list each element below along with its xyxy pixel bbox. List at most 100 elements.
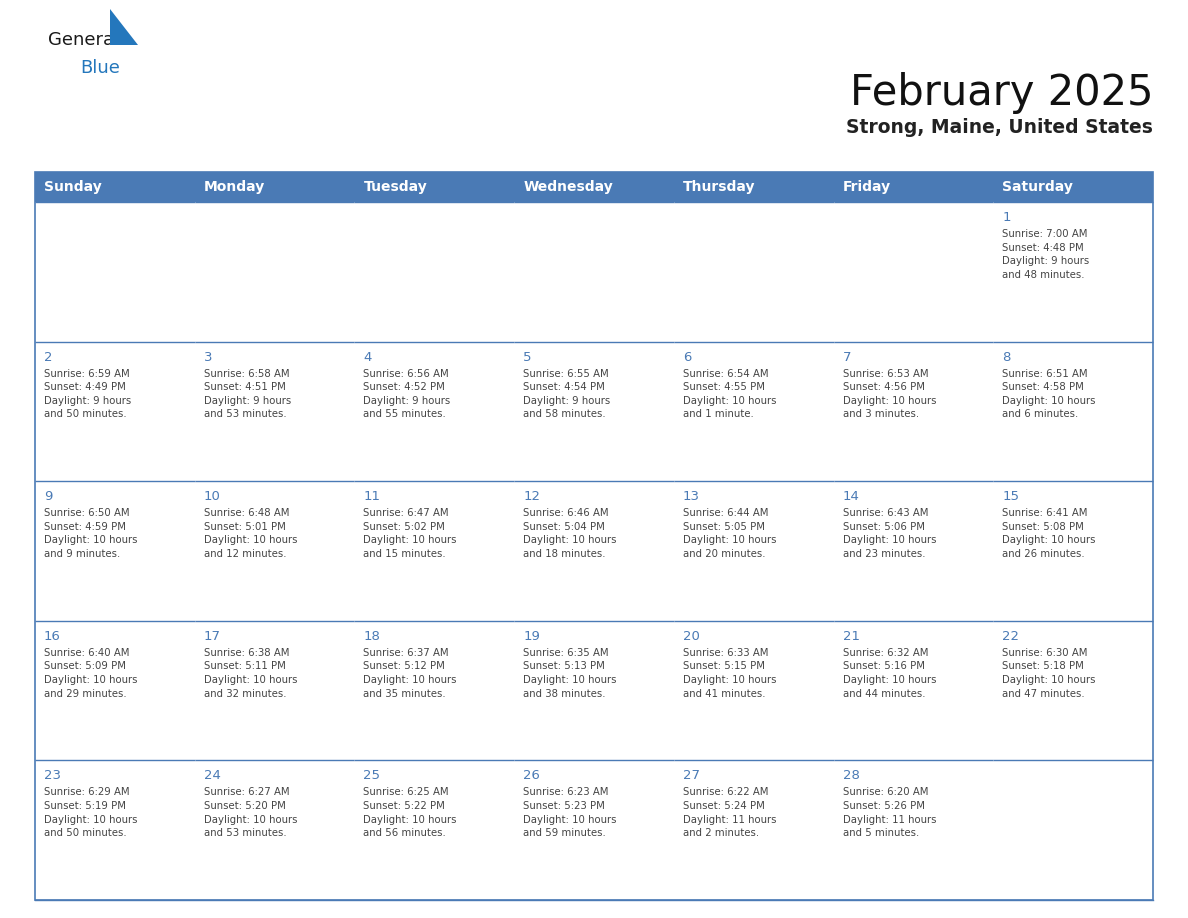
Bar [674,341,834,481]
Text: 6: 6 [683,351,691,364]
Text: Monday: Monday [203,180,265,194]
Text: 8: 8 [1003,351,1011,364]
Text: 23: 23 [44,769,61,782]
Text: Sunrise: 6:32 AM
Sunset: 5:16 PM
Daylight: 10 hours
and 44 minutes.: Sunrise: 6:32 AM Sunset: 5:16 PM Dayligh… [842,648,936,699]
Bar [354,172,514,202]
Text: 3: 3 [203,351,213,364]
Text: Sunrise: 6:41 AM
Sunset: 5:08 PM
Daylight: 10 hours
and 26 minutes.: Sunrise: 6:41 AM Sunset: 5:08 PM Dayligh… [1003,509,1095,559]
Bar [34,621,195,760]
Bar [195,481,354,621]
Text: Sunrise: 6:44 AM
Sunset: 5:05 PM
Daylight: 10 hours
and 20 minutes.: Sunrise: 6:44 AM Sunset: 5:05 PM Dayligh… [683,509,776,559]
Bar [674,621,834,760]
Text: 15: 15 [1003,490,1019,503]
Text: Sunrise: 6:37 AM
Sunset: 5:12 PM
Daylight: 10 hours
and 35 minutes.: Sunrise: 6:37 AM Sunset: 5:12 PM Dayligh… [364,648,457,699]
Text: Sunrise: 6:33 AM
Sunset: 5:15 PM
Daylight: 10 hours
and 41 minutes.: Sunrise: 6:33 AM Sunset: 5:15 PM Dayligh… [683,648,776,699]
Bar [514,760,674,900]
Bar [354,760,514,900]
Bar [993,341,1154,481]
Text: 20: 20 [683,630,700,643]
Bar [674,202,834,341]
Text: Sunrise: 6:53 AM
Sunset: 4:56 PM
Daylight: 10 hours
and 3 minutes.: Sunrise: 6:53 AM Sunset: 4:56 PM Dayligh… [842,369,936,420]
Text: Tuesday: Tuesday [364,180,428,194]
Text: 27: 27 [683,769,700,782]
Text: 14: 14 [842,490,859,503]
Text: Sunrise: 6:22 AM
Sunset: 5:24 PM
Daylight: 11 hours
and 2 minutes.: Sunrise: 6:22 AM Sunset: 5:24 PM Dayligh… [683,788,776,838]
Text: Sunrise: 6:35 AM
Sunset: 5:13 PM
Daylight: 10 hours
and 38 minutes.: Sunrise: 6:35 AM Sunset: 5:13 PM Dayligh… [523,648,617,699]
Text: Wednesday: Wednesday [523,180,613,194]
Bar [993,172,1154,202]
Bar [34,202,195,341]
Bar [834,621,993,760]
Text: 22: 22 [1003,630,1019,643]
Bar [514,172,674,202]
Text: 19: 19 [523,630,541,643]
Text: Sunrise: 6:43 AM
Sunset: 5:06 PM
Daylight: 10 hours
and 23 minutes.: Sunrise: 6:43 AM Sunset: 5:06 PM Dayligh… [842,509,936,559]
Text: Sunrise: 6:48 AM
Sunset: 5:01 PM
Daylight: 10 hours
and 12 minutes.: Sunrise: 6:48 AM Sunset: 5:01 PM Dayligh… [203,509,297,559]
Text: Sunrise: 6:30 AM
Sunset: 5:18 PM
Daylight: 10 hours
and 47 minutes.: Sunrise: 6:30 AM Sunset: 5:18 PM Dayligh… [1003,648,1095,699]
Text: Sunrise: 6:50 AM
Sunset: 4:59 PM
Daylight: 10 hours
and 9 minutes.: Sunrise: 6:50 AM Sunset: 4:59 PM Dayligh… [44,509,138,559]
Bar [834,341,993,481]
Bar [834,172,993,202]
Bar [354,341,514,481]
Bar [514,621,674,760]
Text: 26: 26 [523,769,541,782]
Text: Sunrise: 6:23 AM
Sunset: 5:23 PM
Daylight: 10 hours
and 59 minutes.: Sunrise: 6:23 AM Sunset: 5:23 PM Dayligh… [523,788,617,838]
Text: 10: 10 [203,490,221,503]
Text: 7: 7 [842,351,851,364]
Bar [834,202,993,341]
Bar [674,760,834,900]
Bar [195,621,354,760]
Text: 13: 13 [683,490,700,503]
Polygon shape [110,9,138,45]
Text: Saturday: Saturday [1003,180,1073,194]
Bar [834,481,993,621]
Text: 12: 12 [523,490,541,503]
Text: Strong, Maine, United States: Strong, Maine, United States [846,118,1154,137]
Bar [514,341,674,481]
Text: 17: 17 [203,630,221,643]
Bar [34,481,195,621]
Bar [674,481,834,621]
Text: Sunrise: 6:25 AM
Sunset: 5:22 PM
Daylight: 10 hours
and 56 minutes.: Sunrise: 6:25 AM Sunset: 5:22 PM Dayligh… [364,788,457,838]
Text: 24: 24 [203,769,221,782]
Text: Sunrise: 6:20 AM
Sunset: 5:26 PM
Daylight: 11 hours
and 5 minutes.: Sunrise: 6:20 AM Sunset: 5:26 PM Dayligh… [842,788,936,838]
Text: 4: 4 [364,351,372,364]
Text: Sunrise: 6:54 AM
Sunset: 4:55 PM
Daylight: 10 hours
and 1 minute.: Sunrise: 6:54 AM Sunset: 4:55 PM Dayligh… [683,369,776,420]
Bar [834,760,993,900]
Text: Sunrise: 6:58 AM
Sunset: 4:51 PM
Daylight: 9 hours
and 53 minutes.: Sunrise: 6:58 AM Sunset: 4:51 PM Dayligh… [203,369,291,420]
Text: Sunrise: 6:29 AM
Sunset: 5:19 PM
Daylight: 10 hours
and 50 minutes.: Sunrise: 6:29 AM Sunset: 5:19 PM Dayligh… [44,788,138,838]
Bar [34,172,1154,900]
Text: 16: 16 [44,630,61,643]
Text: Sunrise: 7:00 AM
Sunset: 4:48 PM
Daylight: 9 hours
and 48 minutes.: Sunrise: 7:00 AM Sunset: 4:48 PM Dayligh… [1003,229,1089,280]
Text: 11: 11 [364,490,380,503]
Bar [34,341,195,481]
Text: 1: 1 [1003,211,1011,224]
Text: 5: 5 [523,351,532,364]
Text: Blue: Blue [80,59,120,77]
Text: Sunrise: 6:38 AM
Sunset: 5:11 PM
Daylight: 10 hours
and 32 minutes.: Sunrise: 6:38 AM Sunset: 5:11 PM Dayligh… [203,648,297,699]
Bar [514,481,674,621]
Text: Sunrise: 6:40 AM
Sunset: 5:09 PM
Daylight: 10 hours
and 29 minutes.: Sunrise: 6:40 AM Sunset: 5:09 PM Dayligh… [44,648,138,699]
Bar [195,172,354,202]
Text: Sunrise: 6:47 AM
Sunset: 5:02 PM
Daylight: 10 hours
and 15 minutes.: Sunrise: 6:47 AM Sunset: 5:02 PM Dayligh… [364,509,457,559]
Text: Sunrise: 6:27 AM
Sunset: 5:20 PM
Daylight: 10 hours
and 53 minutes.: Sunrise: 6:27 AM Sunset: 5:20 PM Dayligh… [203,788,297,838]
Bar [34,172,195,202]
Text: Thursday: Thursday [683,180,756,194]
Text: Sunrise: 6:56 AM
Sunset: 4:52 PM
Daylight: 9 hours
and 55 minutes.: Sunrise: 6:56 AM Sunset: 4:52 PM Dayligh… [364,369,450,420]
Text: 21: 21 [842,630,860,643]
Text: Friday: Friday [842,180,891,194]
Bar [195,202,354,341]
Text: 25: 25 [364,769,380,782]
Bar [993,621,1154,760]
Bar [354,621,514,760]
Text: 28: 28 [842,769,859,782]
Bar [195,341,354,481]
Text: Sunrise: 6:59 AM
Sunset: 4:49 PM
Daylight: 9 hours
and 50 minutes.: Sunrise: 6:59 AM Sunset: 4:49 PM Dayligh… [44,369,131,420]
Text: 2: 2 [44,351,52,364]
Bar [674,172,834,202]
Text: Sunday: Sunday [44,180,102,194]
Bar [993,760,1154,900]
Bar [993,202,1154,341]
Bar [993,481,1154,621]
Bar [514,202,674,341]
